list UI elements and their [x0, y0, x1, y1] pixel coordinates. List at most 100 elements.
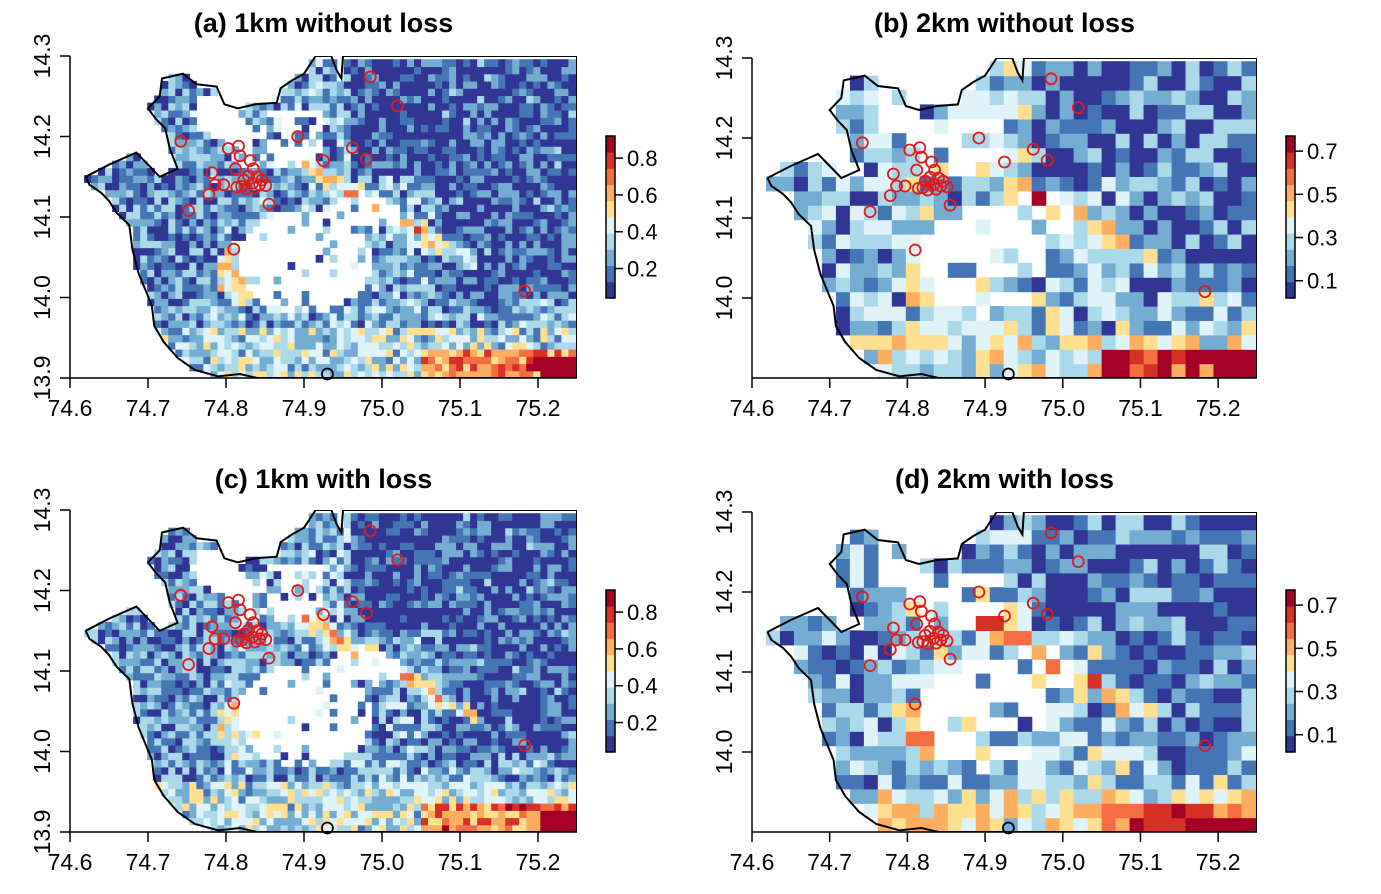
raster-cell [322, 370, 331, 378]
raster-cell [294, 102, 303, 111]
raster-cell [399, 745, 408, 753]
raster-cell [126, 189, 134, 198]
raster-cell [392, 563, 401, 572]
raster-cell [498, 59, 506, 68]
raster-cell [287, 320, 296, 328]
raster-cell [252, 334, 261, 343]
raster-cell [1241, 291, 1257, 307]
raster-cell [217, 795, 226, 804]
raster-cell [252, 117, 261, 126]
raster-cell [491, 283, 499, 292]
raster-cell [554, 305, 562, 314]
raster-cell [161, 549, 169, 558]
raster-cell [526, 204, 534, 212]
raster-cell [182, 124, 190, 133]
raster-cell [533, 269, 541, 278]
raster-cell [371, 262, 380, 270]
raster-cell [175, 327, 183, 336]
raster-cell [533, 124, 541, 133]
raster-cell [421, 276, 429, 285]
raster-cell [105, 621, 113, 630]
raster-cell [336, 341, 345, 350]
raster-cell [357, 774, 366, 782]
raster-cell [364, 117, 373, 126]
raster-cell [357, 556, 366, 565]
raster-cell [413, 95, 422, 104]
raster-cell [435, 341, 443, 350]
raster-cell [280, 752, 289, 761]
raster-cell [308, 824, 317, 832]
raster-cell [154, 672, 162, 681]
raster-cell [568, 276, 577, 285]
raster-cell [175, 312, 183, 321]
raster-cell [505, 138, 513, 147]
raster-cell [266, 349, 275, 357]
raster-cell [322, 312, 331, 321]
raster-cell [442, 73, 450, 82]
raster-cell [385, 563, 394, 572]
raster-cell [322, 556, 331, 565]
raster-cell [512, 305, 520, 314]
raster-cell [442, 629, 450, 637]
raster-cell [1143, 291, 1159, 307]
raster-cell [470, 117, 478, 126]
raster-cell [266, 817, 275, 826]
raster-cell [1185, 190, 1201, 206]
raster-cell [877, 320, 893, 336]
raster-cell [442, 578, 450, 587]
raster-cell [182, 527, 190, 536]
raster-cell [877, 349, 893, 365]
raster-cell [371, 189, 380, 198]
raster-cell [561, 254, 570, 263]
raster-cell [1129, 190, 1145, 206]
raster-cell [519, 803, 527, 811]
x-tick-label: 74.7 [126, 395, 171, 421]
raster-cell [456, 730, 464, 739]
raster-cell [491, 225, 499, 234]
raster-cell [315, 204, 324, 212]
raster-cell [421, 189, 429, 198]
raster-cell [1031, 291, 1047, 307]
raster-cell [343, 542, 352, 551]
raster-cell [477, 341, 485, 350]
raster-cell [322, 781, 331, 790]
raster-cell [280, 795, 289, 804]
raster-cell [470, 723, 478, 732]
raster-cell [154, 262, 162, 270]
raster-cell [1185, 306, 1201, 321]
raster-cell [308, 327, 317, 336]
raster-cell [378, 298, 387, 307]
raster-cell [189, 269, 197, 278]
raster-cell [301, 88, 310, 97]
raster-cell [168, 305, 176, 314]
raster-cell [1157, 234, 1173, 249]
colorbar-swatch [1286, 265, 1295, 283]
raster-cell [449, 534, 457, 543]
raster-cell [266, 341, 275, 350]
raster-cell [371, 774, 380, 782]
raster-cell [350, 327, 359, 336]
raster-cell [449, 520, 457, 529]
raster-cell [357, 701, 366, 710]
raster-cell [463, 95, 471, 104]
raster-cell [252, 650, 261, 659]
raster-cell [196, 204, 204, 212]
raster-cell [1115, 334, 1131, 350]
raster-cell [1087, 133, 1103, 149]
raster-cell [140, 614, 148, 623]
raster-cell [154, 774, 162, 782]
raster-cell [168, 629, 176, 637]
raster-cell [259, 102, 268, 111]
raster-cell [413, 102, 422, 111]
raster-cell [456, 73, 464, 82]
raster-cell [1185, 291, 1201, 307]
raster-cell [231, 643, 240, 652]
raster-cell [442, 701, 450, 710]
raster-cell [456, 283, 464, 292]
raster-cell [385, 189, 394, 198]
raster-cell [259, 146, 268, 155]
raster-cell [406, 341, 415, 350]
raster-cell [140, 701, 148, 710]
raster-cell [442, 240, 450, 249]
raster-cell [547, 95, 555, 104]
